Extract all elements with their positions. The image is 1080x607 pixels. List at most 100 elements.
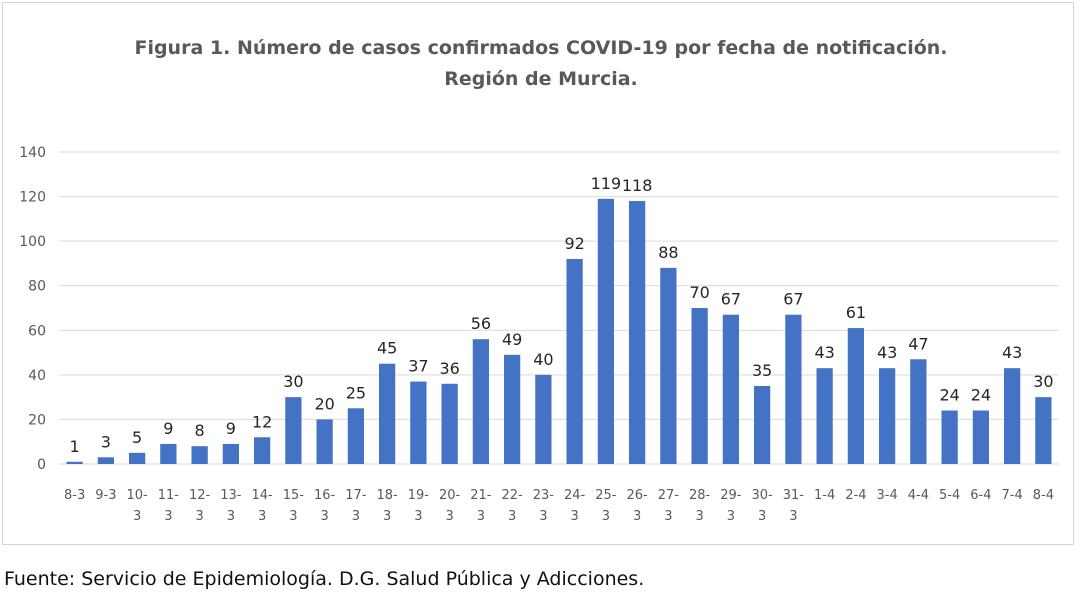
data-label: 56 — [471, 314, 491, 333]
bar — [97, 457, 114, 464]
bar — [254, 437, 271, 464]
x-tick-label: 12-3 — [189, 488, 211, 524]
y-tick-label: 80 — [28, 279, 46, 295]
bar — [597, 198, 614, 465]
data-label: 20 — [314, 394, 334, 413]
x-tick-line: 4-4 — [908, 488, 929, 503]
data-label: 37 — [408, 357, 428, 376]
bar — [785, 314, 802, 464]
x-tick-label: 27-3 — [658, 488, 680, 524]
x-tick-line: 3 — [320, 509, 328, 524]
y-tick-label: 0 — [37, 457, 46, 473]
x-tick-line: 19- — [408, 488, 430, 503]
x-tick-label: 30-3 — [752, 488, 774, 524]
bar — [910, 359, 927, 464]
x-tick-line: 24- — [564, 488, 586, 503]
x-tick-label: 1-4 — [814, 488, 835, 503]
x-tick-line: 14- — [252, 488, 274, 503]
y-tick-label: 100 — [19, 234, 46, 250]
x-tick-label: 17-3 — [345, 488, 367, 524]
data-label: 92 — [564, 234, 584, 253]
x-tick-line: 21- — [470, 488, 492, 503]
bar — [941, 410, 958, 464]
x-tick-label: 15-3 — [283, 488, 305, 524]
chart-subtitle: Región de Murcia. — [444, 68, 638, 90]
x-tick-line: 3 — [758, 509, 766, 524]
bar — [691, 308, 708, 464]
x-tick-line: 3 — [195, 509, 203, 524]
x-tick-label: 31-3 — [783, 488, 805, 524]
x-tick-label: 4-4 — [908, 488, 929, 503]
y-tick-label: 140 — [19, 145, 46, 161]
y-tick-label: 120 — [19, 190, 46, 206]
data-label: 5 — [132, 428, 142, 447]
x-tick-label: 23-3 — [533, 488, 555, 524]
data-label: 3 — [101, 432, 111, 451]
data-label: 30 — [283, 372, 303, 391]
x-tick-line: 31- — [783, 488, 805, 503]
bar — [972, 410, 989, 464]
data-label: 47 — [908, 334, 928, 353]
x-tick-line: 3 — [602, 509, 610, 524]
x-tick-line: 3 — [508, 509, 516, 524]
x-tick-line: 3-4 — [877, 488, 898, 503]
bar — [1035, 397, 1052, 464]
x-tick-label: 14-3 — [252, 488, 274, 524]
bars — [66, 198, 1052, 465]
x-tick-line: 3 — [414, 509, 422, 524]
bar — [535, 374, 552, 464]
data-label: 1 — [70, 437, 80, 456]
x-tick-line: 12- — [189, 488, 211, 503]
bar — [410, 381, 427, 464]
x-tick-line: 26- — [627, 488, 649, 503]
bar — [660, 267, 677, 464]
bar — [879, 368, 896, 464]
data-label: 49 — [502, 330, 522, 349]
y-tick-label: 20 — [28, 412, 46, 428]
x-tick-label: 3-4 — [877, 488, 898, 503]
x-tick-label: 6-4 — [970, 488, 991, 503]
data-label: 67 — [783, 290, 803, 309]
data-label: 67 — [721, 290, 741, 309]
bar — [160, 443, 177, 464]
bar — [222, 443, 239, 464]
x-tick-label: 11-3 — [158, 488, 180, 524]
x-tick-line: 3 — [477, 509, 485, 524]
x-tick-line: 11- — [158, 488, 180, 503]
bar — [347, 408, 364, 464]
data-label: 9 — [226, 419, 236, 438]
x-tick-label: 13-3 — [220, 488, 242, 524]
data-label: 8 — [195, 421, 205, 440]
data-label: 30 — [1033, 372, 1053, 391]
x-tick-line: 17- — [345, 488, 367, 503]
bar — [816, 368, 833, 464]
data-label: 43 — [814, 343, 834, 362]
data-label: 35 — [752, 361, 772, 380]
x-tick-line: 10- — [127, 488, 149, 503]
x-tick-line: 23- — [533, 488, 555, 503]
x-tick-line: 3 — [383, 509, 391, 524]
bar — [441, 383, 458, 464]
x-tick-line: 3 — [727, 509, 735, 524]
bar — [285, 397, 302, 464]
data-label: 24 — [939, 386, 959, 405]
x-tick-line: 20- — [439, 488, 461, 503]
data-label: 24 — [971, 386, 991, 405]
x-tick-label: 28-3 — [689, 488, 711, 524]
chart-frame: Figura 1. Número de casos confirmados CO… — [2, 2, 1074, 545]
x-tick-label: 19-3 — [408, 488, 430, 524]
x-tick-line: 5-4 — [939, 488, 960, 503]
x-tick-line: 28- — [689, 488, 711, 503]
y-tick-label: 60 — [28, 323, 46, 339]
x-axis-ticks: 8-3 9-3 10-311-312-313-314-315-316-317-318… — [64, 488, 1054, 524]
x-tick-line: 29- — [720, 488, 742, 503]
x-tick-line: 13- — [220, 488, 242, 503]
x-tick-line: 3 — [695, 509, 703, 524]
x-tick-line: 18- — [377, 488, 399, 503]
data-label: 61 — [846, 303, 866, 322]
bar — [504, 354, 521, 464]
bar — [847, 328, 864, 464]
chart-title: Figura 1. Número de casos confirmados CO… — [134, 37, 947, 59]
bar — [722, 314, 739, 464]
